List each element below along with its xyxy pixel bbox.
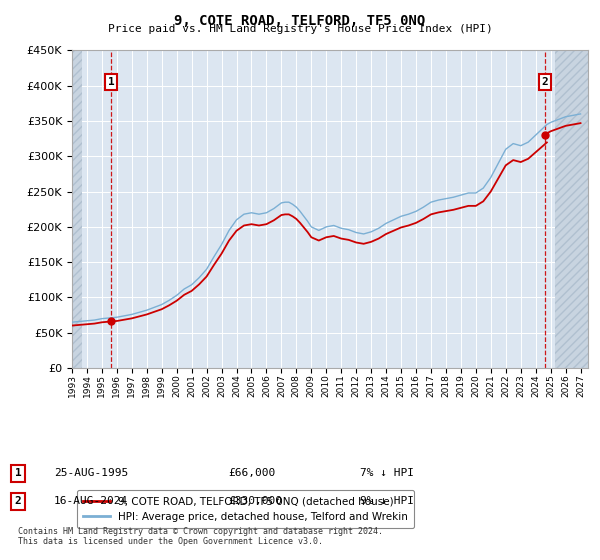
9, COTE ROAD, TELFORD, TF5 0NQ (detached house) [184,290,191,296]
Text: 2: 2 [542,77,548,87]
9, COTE ROAD, TELFORD, TF5 0NQ (detached house) [476,200,483,207]
Bar [555,50,588,368]
HPI: Average price, detached house, Telford and Wrekin: (2.01e+03, 2.18e+05): Average price, detached house, Telford a… [256,211,263,217]
Line: HPI: Average price, detached house, Telford and Wrekin: HPI: Average price, detached house, Telf… [72,114,581,322]
9, COTE ROAD, TELFORD, TF5 0NQ (detached house) [244,221,251,228]
Text: Price paid vs. HM Land Registry's House Price Index (HPI): Price paid vs. HM Land Registry's House … [107,24,493,34]
Legend: 9, COTE ROAD, TELFORD, TF5 0NQ (detached house), HPI: Average price, detached ho: 9, COTE ROAD, TELFORD, TF5 0NQ (detached… [77,491,414,528]
9, COTE ROAD, TELFORD, TF5 0NQ (detached house) [315,237,322,244]
Bar [72,50,82,368]
Text: 16-AUG-2024: 16-AUG-2024 [54,496,128,506]
9, COTE ROAD, TELFORD, TF5 0NQ (detached house) [521,157,528,164]
Text: £66,000: £66,000 [228,468,275,478]
9, COTE ROAD, TELFORD, TF5 0NQ (detached house) [68,322,76,329]
Text: 9% ↓ HPI: 9% ↓ HPI [360,496,414,506]
HPI: Average price, detached house, Telford and Wrekin: (2e+03, 8.05e+04): Average price, detached house, Telford a… [139,308,146,315]
Text: £330,000: £330,000 [228,496,282,506]
HPI: Average price, detached house, Telford and Wrekin: (2.01e+03, 2.05e+05): Average price, detached house, Telford a… [382,220,389,227]
9, COTE ROAD, TELFORD, TF5 0NQ (detached house) [543,139,550,146]
Line: 9, COTE ROAD, TELFORD, TF5 0NQ (detached house): 9, COTE ROAD, TELFORD, TF5 0NQ (detached… [72,142,547,325]
Text: 25-AUG-1995: 25-AUG-1995 [54,468,128,478]
Text: 1: 1 [108,77,115,87]
HPI: Average price, detached house, Telford and Wrekin: (2.02e+03, 2.46e+05): Average price, detached house, Telford a… [461,191,468,198]
HPI: Average price, detached house, Telford and Wrekin: (2e+03, 2.19e+05): Average price, detached house, Telford a… [244,210,251,217]
Text: Contains HM Land Registry data © Crown copyright and database right 2024.
This d: Contains HM Land Registry data © Crown c… [18,526,383,546]
HPI: Average price, detached house, Telford and Wrekin: (2.01e+03, 2.28e+05): Average price, detached house, Telford a… [293,204,300,211]
Text: 2: 2 [14,496,22,506]
9, COTE ROAD, TELFORD, TF5 0NQ (detached house) [263,221,270,227]
Text: 7% ↓ HPI: 7% ↓ HPI [360,468,414,478]
HPI: Average price, detached house, Telford and Wrekin: (1.99e+03, 6.5e+04): Average price, detached house, Telford a… [68,319,76,325]
Text: 9, COTE ROAD, TELFORD, TF5 0NQ: 9, COTE ROAD, TELFORD, TF5 0NQ [175,14,425,28]
Text: 1: 1 [14,468,22,478]
HPI: Average price, detached house, Telford and Wrekin: (2.03e+03, 3.6e+05): Average price, detached house, Telford a… [577,110,584,117]
